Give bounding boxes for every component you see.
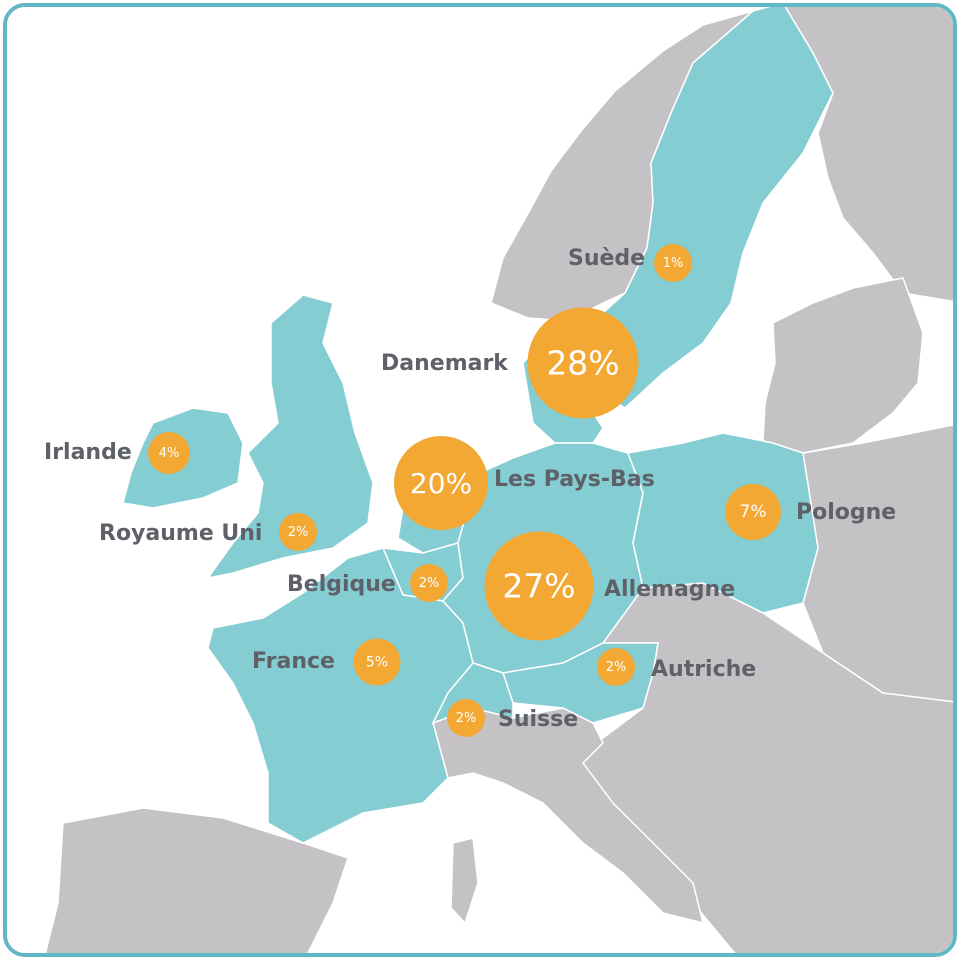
bubble-switzerland-value: 2% (455, 710, 477, 726)
label-france: France (252, 649, 335, 674)
bubble-france: 5% (353, 638, 401, 686)
land-uk (206, 294, 374, 580)
bubble-ireland-value: 4% (158, 445, 180, 461)
land-iberia (44, 807, 349, 953)
label-germany: Allemagne (604, 577, 736, 602)
label-uk: Royaume Uni (99, 521, 263, 546)
label-sweden: Suède (568, 246, 646, 271)
bubble-sweden: 1% (654, 244, 692, 282)
bubble-denmark-value: 28% (546, 343, 620, 383)
bubble-belgium-value: 2% (418, 575, 440, 591)
bubble-uk: 2% (279, 513, 317, 551)
bubble-austria-value: 2% (605, 659, 627, 675)
bubble-netherlands: 20% (394, 436, 488, 530)
land-sweden (592, 7, 834, 409)
label-denmark: Danemark (381, 351, 508, 376)
bubble-germany: 27% (484, 531, 594, 641)
bubble-uk-value: 2% (287, 524, 309, 540)
land-poland (626, 432, 819, 614)
label-switzerland: Suisse (498, 707, 579, 732)
bubble-switzerland: 2% (447, 699, 485, 737)
bubble-netherlands-value: 20% (409, 466, 473, 500)
bubble-austria: 2% (597, 648, 635, 686)
map-frame: Suède Danemark Irlande Les Pays-Bas Roya… (3, 3, 957, 957)
bubble-germany-value: 27% (502, 566, 576, 606)
label-poland: Pologne (796, 500, 897, 525)
bubble-sweden-value: 1% (662, 255, 684, 271)
label-belgium: Belgique (287, 572, 396, 597)
land-baltics (762, 277, 924, 454)
bubble-ireland: 4% (148, 432, 190, 474)
bubble-belgium: 2% (410, 564, 448, 602)
bubble-france-value: 5% (365, 654, 389, 670)
bubble-denmark: 28% (527, 307, 639, 419)
bubble-poland: 7% (725, 484, 781, 540)
label-austria: Autriche (651, 657, 757, 682)
land-sardinia (450, 837, 479, 925)
europe-map (7, 7, 953, 953)
label-netherlands: Les Pays-Bas (494, 467, 655, 492)
label-ireland: Irlande (44, 440, 132, 465)
bubble-poland-value: 7% (739, 502, 767, 522)
